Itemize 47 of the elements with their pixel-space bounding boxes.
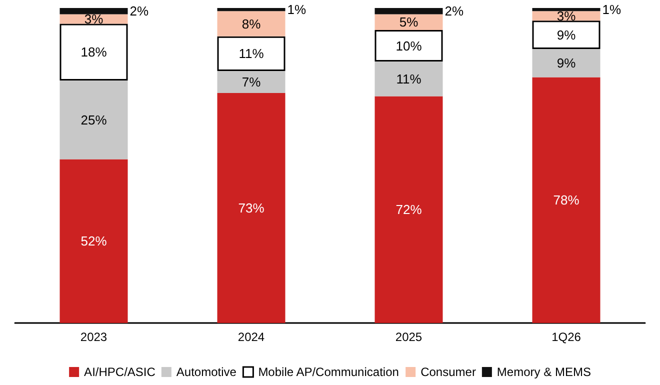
legend-label: AI/HPC/ASIC xyxy=(84,365,156,379)
bar xyxy=(374,8,443,14)
legend-label: Mobile AP/Communication xyxy=(258,365,399,379)
data-label: 18% xyxy=(80,44,108,60)
data-label: 9% xyxy=(556,56,576,71)
bar xyxy=(532,8,600,12)
bar xyxy=(60,24,128,80)
bar xyxy=(532,77,600,323)
data-label: 7% xyxy=(242,74,262,90)
bar xyxy=(60,80,128,160)
bar xyxy=(532,48,600,78)
bar xyxy=(532,20,600,49)
legend-label: Consumer xyxy=(420,365,476,379)
data-label: 73% xyxy=(238,200,265,216)
bar xyxy=(217,8,286,12)
data-label: 5% xyxy=(399,14,419,30)
legend-label: Automotive xyxy=(176,365,237,379)
bar xyxy=(217,11,286,36)
bar xyxy=(217,93,286,323)
bar xyxy=(60,159,128,323)
x-tick-label: 2023 xyxy=(80,330,108,344)
bar xyxy=(217,36,286,71)
data-label: 72% xyxy=(396,202,422,218)
data-label: 3% xyxy=(84,12,104,27)
x-tick-label: 2025 xyxy=(395,330,422,344)
data-label: 78% xyxy=(553,192,580,208)
bar xyxy=(217,71,286,94)
legend-label: Memory & MEMS xyxy=(496,365,591,379)
data-label: 25% xyxy=(80,112,108,128)
bar xyxy=(374,96,443,323)
bar xyxy=(374,14,443,30)
x-tick-label: 1Q26 xyxy=(552,330,582,344)
data-label: 3% xyxy=(556,8,576,24)
x-tick-label: 2024 xyxy=(238,330,265,344)
data-label: 2% xyxy=(130,4,149,19)
data-label: 52% xyxy=(80,234,108,249)
data-label: 1% xyxy=(602,2,622,18)
bar xyxy=(374,30,443,62)
data-label: 8% xyxy=(242,16,262,32)
data-label: 2% xyxy=(444,4,464,19)
data-label: 10% xyxy=(396,38,422,54)
bar xyxy=(60,8,128,14)
data-label: 1% xyxy=(287,2,306,18)
data-label: 11% xyxy=(396,71,422,86)
bar xyxy=(374,62,443,96)
data-label: 11% xyxy=(238,46,264,62)
data-label: 9% xyxy=(556,27,576,42)
